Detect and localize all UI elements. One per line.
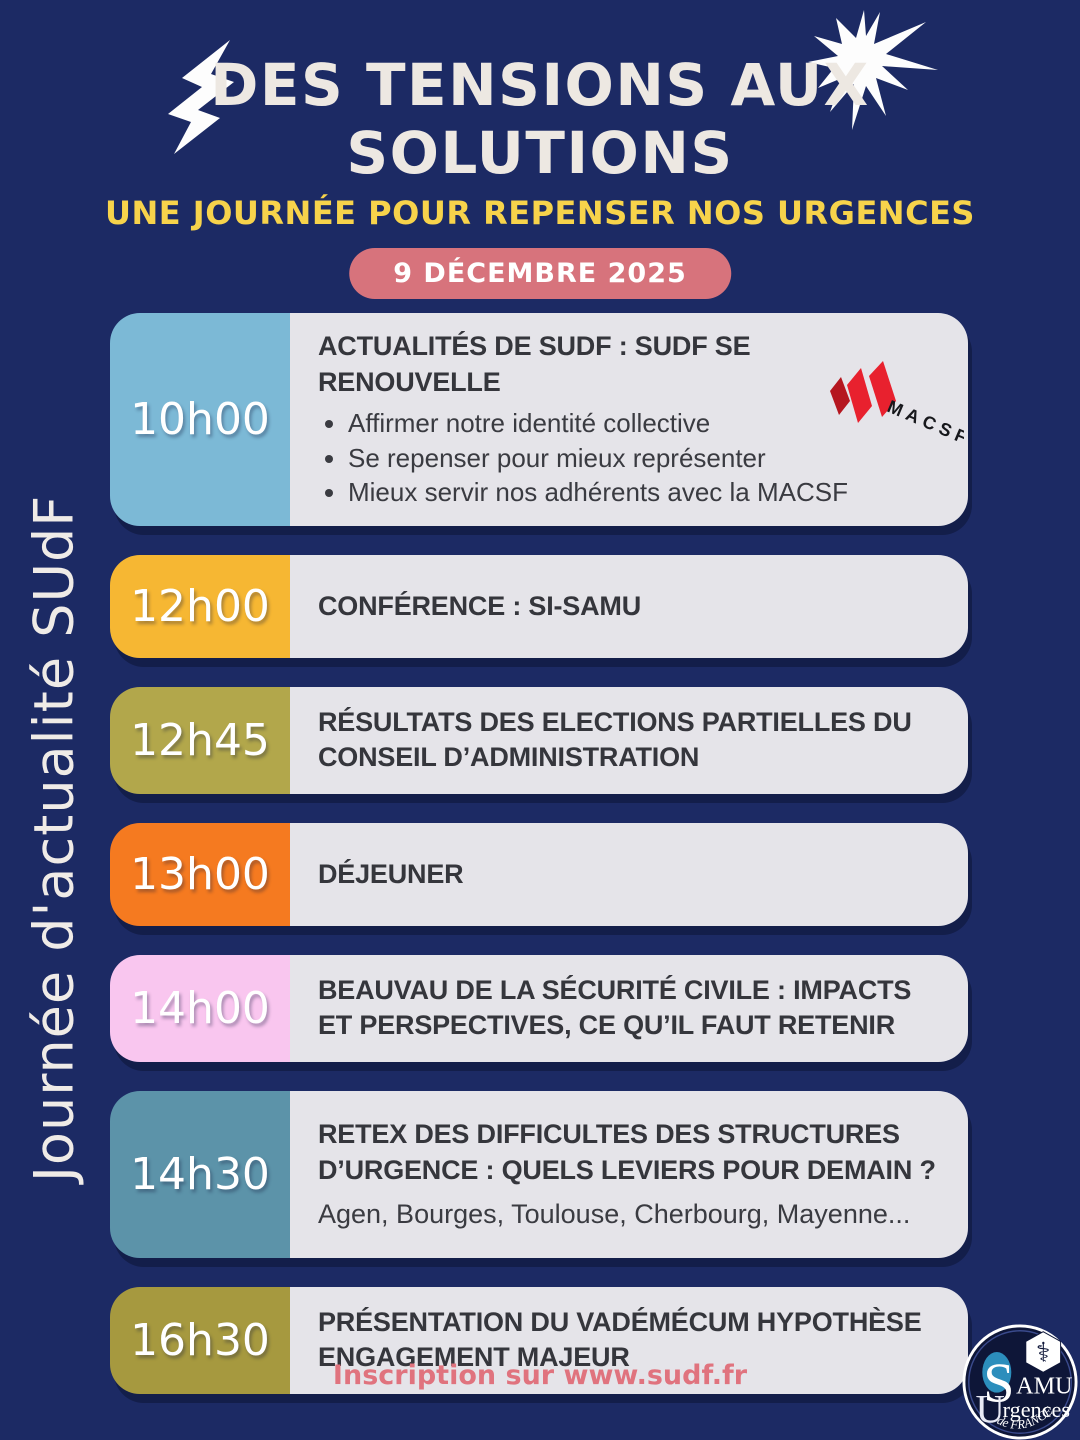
bullet-item: Se repenser pour mieux représenter bbox=[348, 441, 940, 476]
session-title: ACTUALITÉS DE SUDF : SUDF SE RENOUVELLE bbox=[318, 331, 751, 397]
schedule-content: BEAUVAU DE LA SÉCURITÉ CIVILE : IMPACTS … bbox=[290, 954, 968, 1062]
session-bullets: Affirmer notre identité collectiveSe rep… bbox=[318, 406, 940, 510]
page-subtitle: UNE JOURNÉE POUR REPENSER NOS URGENCES bbox=[105, 194, 975, 232]
schedule-time: 14h30 bbox=[110, 1090, 290, 1258]
page-title-line1: DES TENSIONS AUX bbox=[210, 51, 870, 119]
svg-text:rgences: rgences bbox=[1003, 1397, 1070, 1422]
side-vertical-label: Journée d'actualité SUdF bbox=[22, 494, 86, 1182]
schedule-content: DÉJEUNER bbox=[290, 822, 968, 926]
svg-text:⚕: ⚕ bbox=[1036, 1338, 1051, 1369]
schedule-time: 16h30 bbox=[110, 1286, 290, 1394]
session-title: RETEX DES DIFFICULTES DES STRUCTURES D’U… bbox=[318, 1119, 936, 1185]
macsf-logo: MACSF bbox=[830, 361, 964, 449]
schedule-content: PRÉSENTATION DU VADÉMÉCUM HYPOTHÈSE ENGA… bbox=[290, 1286, 968, 1394]
svg-text:MACSF: MACSF bbox=[884, 396, 964, 449]
schedule-time: 12h45 bbox=[110, 686, 290, 794]
svg-text:S: S bbox=[983, 1352, 1014, 1414]
svg-text:U: U bbox=[976, 1387, 1005, 1432]
session-subtitle: Agen, Bourges, Toulouse, Cherbourg, Maye… bbox=[318, 1198, 911, 1229]
schedule-content: RETEX DES DIFFICULTES DES STRUCTURES D’U… bbox=[290, 1090, 968, 1258]
schedule-time: 13h00 bbox=[110, 822, 290, 926]
schedule-list: 10h00 ACTUALITÉS DE SUDF : SUDF SE RENOU… bbox=[110, 313, 968, 1423]
session-title: DÉJEUNER bbox=[318, 858, 464, 889]
schedule-content: ACTUALITÉS DE SUDF : SUDF SE RENOUVELLE … bbox=[290, 313, 968, 526]
session-title: BEAUVAU DE LA SÉCURITÉ CIVILE : IMPACTS … bbox=[318, 974, 912, 1041]
schedule-time: 10h00 bbox=[110, 313, 290, 526]
samu-urgences-de-france-logo: ⚕ S AMU U rgences de FRANCE bbox=[962, 1324, 1078, 1440]
schedule-row: 14h00 BEAUVAU DE LA SÉCURITÉ CIVILE : IM… bbox=[110, 954, 968, 1062]
schedule-content: RÉSULTATS DES ELECTIONS PARTIELLES DU CO… bbox=[290, 686, 968, 794]
bullet-item: Mieux servir nos adhérents avec la MACSF bbox=[348, 475, 940, 510]
session-title: RÉSULTATS DES ELECTIONS PARTIELLES DU CO… bbox=[318, 706, 912, 773]
bullet-item: Affirmer notre identité collective bbox=[348, 406, 940, 441]
schedule-row: 12h00 CONFÉRENCE : SI-SAMU bbox=[110, 554, 968, 658]
schedule-time: 14h00 bbox=[110, 954, 290, 1062]
schedule-row: 16h30 PRÉSENTATION DU VADÉMÉCUM HYPOTHÈS… bbox=[110, 1286, 968, 1394]
session-title: PRÉSENTATION DU VADÉMÉCUM HYPOTHÈSE ENGA… bbox=[318, 1306, 922, 1373]
session-title: CONFÉRENCE : SI-SAMU bbox=[318, 590, 642, 621]
svg-text:AMU: AMU bbox=[1016, 1373, 1072, 1400]
inscription-note: Inscription sur www.sudf.fr bbox=[332, 1360, 748, 1391]
lightning-burst-icon bbox=[808, 10, 938, 130]
page-title: DES TENSIONS AUX SOLUTIONS bbox=[0, 51, 1080, 188]
schedule-row: 10h00 ACTUALITÉS DE SUDF : SUDF SE RENOU… bbox=[110, 313, 968, 526]
schedule-time: 12h00 bbox=[110, 554, 290, 658]
date-badge: 9 DÉCEMBRE 2025 bbox=[349, 248, 731, 299]
schedule-row: 14h30 RETEX DES DIFFICULTES DES STRUCTUR… bbox=[110, 1090, 968, 1258]
page-title-line2: SOLUTIONS bbox=[346, 118, 734, 187]
schedule-row: 12h45 RÉSULTATS DES ELECTIONS PARTIELLES… bbox=[110, 686, 968, 794]
schedule-content: CONFÉRENCE : SI-SAMU bbox=[290, 554, 968, 658]
schedule-row: 13h00 DÉJEUNER bbox=[110, 822, 968, 926]
lightning-bolt-icon bbox=[168, 40, 234, 154]
